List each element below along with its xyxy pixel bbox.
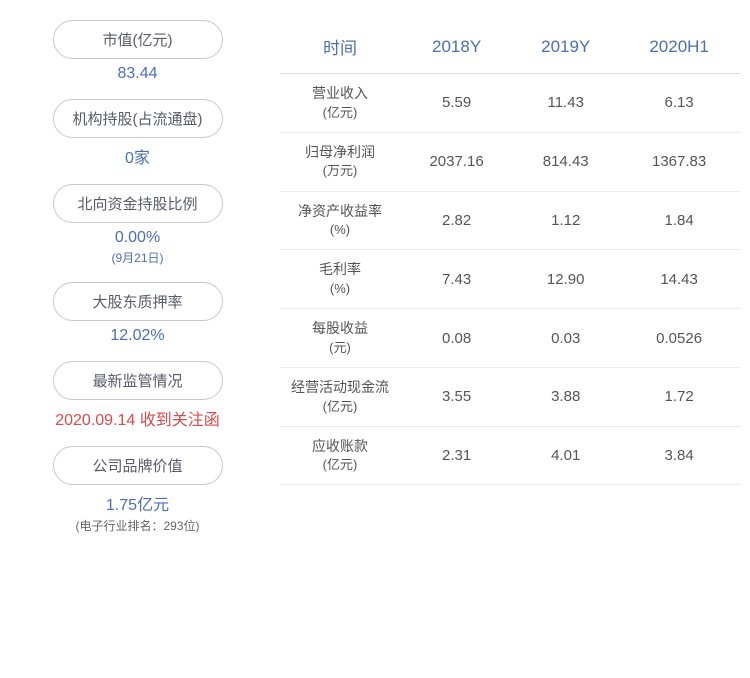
table-cell: 3.88 [513, 367, 618, 426]
table-row: 归母净利润(万元)2037.16814.431367.83 [280, 132, 740, 191]
table-row: 毛利率(%)7.4312.9014.43 [280, 250, 740, 309]
table-cell: 1.12 [513, 191, 618, 250]
table-cell: 2.82 [400, 191, 513, 250]
table-cell: 0.03 [513, 309, 618, 368]
table-cell: 1367.83 [618, 132, 740, 191]
stat-section: 公司品牌价值 1.75亿元 (电子行业排名：293位) [53, 446, 223, 534]
table-cell: 11.43 [513, 74, 618, 133]
stat-value: 83.44 [117, 65, 157, 83]
table-row: 每股收益(元)0.080.030.0526 [280, 309, 740, 368]
row-label-unit: (%) [330, 280, 350, 298]
table-cell: 3.84 [618, 426, 740, 485]
stat-value: 2020.09.14 收到关注函 [55, 406, 220, 430]
row-label-cell: 归母净利润(万元) [280, 132, 400, 191]
stat-label-pill: 机构持股(占流通盘) [53, 99, 223, 138]
row-label: 毛利率(%) [288, 260, 392, 298]
row-label: 净资产收益率(%) [288, 202, 392, 240]
table-header-row: 时间2018Y2019Y2020H1 [280, 20, 740, 74]
stat-value: 12.02% [110, 327, 164, 345]
row-label-unit: (亿元) [323, 456, 358, 474]
table-cell: 0.08 [400, 309, 513, 368]
stat-label-pill: 大股东质押率 [53, 282, 223, 321]
stat-label-pill: 公司品牌价值 [53, 446, 223, 485]
stat-value: 1.75亿元 [106, 491, 169, 515]
stat-section: 机构持股(占流通盘) 0家 [53, 99, 223, 168]
stat-section: 最新监管情况 2020.09.14 收到关注函 [53, 361, 223, 430]
stat-note: (9月21日) [111, 249, 163, 266]
row-label-main: 经营活动现金流 [291, 378, 389, 398]
stat-note: (电子行业排名：293位) [75, 517, 199, 534]
row-label-cell: 毛利率(%) [280, 250, 400, 309]
table-header-cell: 2018Y [400, 20, 513, 74]
table-cell: 2037.16 [400, 132, 513, 191]
table-cell: 12.90 [513, 250, 618, 309]
row-label-main: 归母净利润 [305, 143, 375, 163]
table-header-cell: 时间 [280, 20, 400, 74]
table-cell: 7.43 [400, 250, 513, 309]
table-row: 营业收入(亿元)5.5911.436.13 [280, 74, 740, 133]
stat-label-pill: 最新监管情况 [53, 361, 223, 400]
table-row: 净资产收益率(%)2.821.121.84 [280, 191, 740, 250]
right-panel: 时间2018Y2019Y2020H1 营业收入(亿元)5.5911.436.13… [265, 20, 740, 658]
row-label: 每股收益(元) [288, 319, 392, 357]
table-row: 经营活动现金流(亿元)3.553.881.72 [280, 367, 740, 426]
row-label-main: 每股收益 [312, 319, 368, 339]
table-cell: 1.84 [618, 191, 740, 250]
row-label: 归母净利润(万元) [288, 143, 392, 181]
row-label: 应收账款(亿元) [288, 437, 392, 475]
row-label-main: 净资产收益率 [298, 202, 382, 222]
table-cell: 1.72 [618, 367, 740, 426]
table-cell: 6.13 [618, 74, 740, 133]
row-label-unit: (亿元) [323, 104, 358, 122]
table-header-cell: 2019Y [513, 20, 618, 74]
table-cell: 3.55 [400, 367, 513, 426]
table-cell: 2.31 [400, 426, 513, 485]
table-cell: 4.01 [513, 426, 618, 485]
row-label-main: 毛利率 [319, 260, 361, 280]
stat-section: 市值(亿元) 83.44 [53, 20, 223, 83]
stat-value: 0.00% [115, 229, 160, 247]
table-cell: 14.43 [618, 250, 740, 309]
row-label-unit: (元) [329, 339, 351, 357]
table-header-cell: 2020H1 [618, 20, 740, 74]
stat-section: 北向资金持股比例 0.00% (9月21日) [53, 184, 223, 266]
left-panel: 市值(亿元) 83.44 机构持股(占流通盘) 0家北向资金持股比例 0.00% (9月2… [10, 20, 265, 658]
table-cell: 814.43 [513, 132, 618, 191]
row-label-cell: 应收账款(亿元) [280, 426, 400, 485]
stat-label-pill: 市值(亿元) [53, 20, 223, 59]
row-label-cell: 营业收入(亿元) [280, 74, 400, 133]
row-label-cell: 每股收益(元) [280, 309, 400, 368]
row-label-unit: (万元) [323, 162, 358, 180]
stat-value: 0家 [125, 144, 150, 168]
row-label-cell: 经营活动现金流(亿元) [280, 367, 400, 426]
stat-label-pill: 北向资金持股比例 [53, 184, 223, 223]
row-label-unit: (%) [330, 221, 350, 239]
table-row: 应收账款(亿元)2.314.013.84 [280, 426, 740, 485]
row-label-cell: 净资产收益率(%) [280, 191, 400, 250]
row-label: 营业收入(亿元) [288, 84, 392, 122]
table-cell: 0.0526 [618, 309, 740, 368]
row-label: 经营活动现金流(亿元) [288, 378, 392, 416]
financial-table: 时间2018Y2019Y2020H1 营业收入(亿元)5.5911.436.13… [280, 20, 740, 485]
row-label-main: 应收账款 [312, 437, 368, 457]
row-label-main: 营业收入 [312, 84, 368, 104]
table-cell: 5.59 [400, 74, 513, 133]
table-body: 营业收入(亿元)5.5911.436.13归母净利润(万元)2037.16814… [280, 74, 740, 485]
stat-section: 大股东质押率 12.02% [53, 282, 223, 345]
row-label-unit: (亿元) [323, 398, 358, 416]
